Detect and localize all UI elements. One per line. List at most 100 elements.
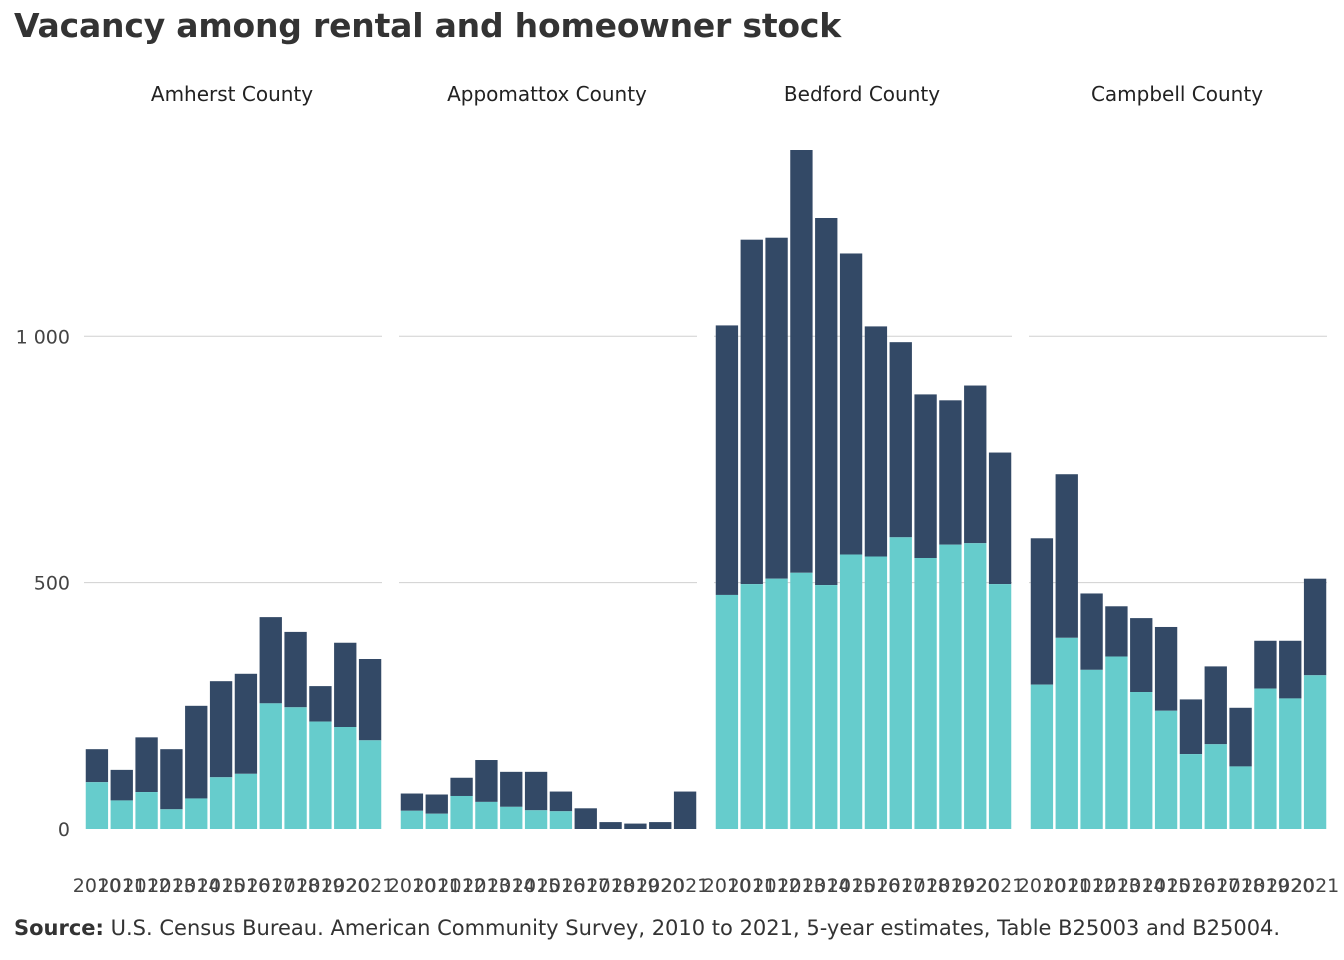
x-tick-label: 2018 [271,875,319,897]
bar-lower-segment [715,594,739,829]
bar-upper-segment [549,791,573,812]
bar-upper-segment [1055,474,1078,638]
bar-lower-segment [740,584,763,829]
x-tick-label: 2016 [1167,875,1215,897]
bar-lower-segment [425,813,448,829]
bar-lower-segment [839,554,863,829]
panel-title: Appomattox County [447,82,647,106]
source-note: Source: U.S. Census Bureau. American Com… [14,916,1280,940]
bar-upper-segment [1279,640,1302,699]
bar-lower-segment [1254,688,1277,829]
bar-lower-segment [450,795,473,829]
bar-upper-segment [964,385,987,544]
x-tick-label: 2015 [512,875,560,897]
bar-upper-segment [815,217,838,586]
bar-lower-segment [309,721,332,829]
x-tick-label: 2012 [1067,875,1115,897]
bar-lower-segment [815,585,838,829]
bar-upper-segment [160,749,183,810]
x-tick-label: 2018 [1216,875,1264,897]
bar-lower-segment [889,537,912,829]
x-tick-label: 2012 [122,875,170,897]
x-tick-label: 2020 [636,875,684,897]
x-tick-label: 2020 [951,875,999,897]
bar-upper-segment [1130,618,1153,693]
bar-lower-segment [209,777,233,829]
x-tick-label: 2020 [321,875,369,897]
bar-upper-segment [400,793,424,811]
bar-upper-segment [765,237,788,579]
bar-upper-segment [864,326,888,557]
panel-title: Bedford County [784,82,940,106]
source-text: U.S. Census Bureau. American Community S… [110,916,1281,940]
bar-lower-segment [524,810,548,829]
bar-lower-segment [864,556,888,829]
bar-lower-segment [790,572,813,829]
bar-lower-segment [1055,637,1078,829]
x-tick-label: 2019 [926,875,974,897]
bar-lower-segment [284,707,307,829]
x-tick-label: 2015 [197,875,245,897]
x-tick-label: 2011 [413,875,461,897]
x-tick-label: 2011 [1043,875,1091,897]
bar-lower-segment [185,798,208,829]
bar-lower-segment [1030,684,1054,829]
bar-lower-segment [1303,675,1327,829]
chart-title: Vacancy among rental and homeowner stock [14,6,842,45]
bar-upper-segment [649,822,672,829]
bar-upper-segment [425,794,448,814]
bar-lower-segment [358,740,382,829]
x-tick-label: 2013 [462,875,510,897]
y-tick-label: 1 000 [16,326,70,348]
bar-upper-segment [599,822,622,829]
x-tick-label: 2012 [437,875,485,897]
bar-upper-segment [624,823,647,829]
bar-lower-segment [549,811,573,829]
x-tick-label: 2021 [976,875,1024,897]
bar-upper-segment [839,253,863,555]
bar-lower-segment [500,806,523,829]
bar-upper-segment [914,394,937,558]
bar-lower-segment [400,810,424,829]
bar-upper-segment [110,769,133,801]
x-tick-label: 2016 [852,875,900,897]
bar-upper-segment [1204,666,1227,745]
x-tick-label: 2014 [802,875,850,897]
x-tick-label: 2021 [1291,875,1339,897]
x-tick-label: 2014 [172,875,220,897]
bar-lower-segment [85,782,109,829]
x-tick-label: 2010 [388,875,436,897]
bar-upper-segment [988,452,1012,585]
x-tick-label: 2014 [1117,875,1165,897]
x-tick-label: 2019 [296,875,344,897]
x-tick-label: 2014 [487,875,535,897]
bar-upper-segment [939,400,962,545]
x-tick-label: 2013 [777,875,825,897]
bar-upper-segment [715,325,739,595]
bar-upper-segment [1030,538,1054,685]
panel-title: Campbell County [1091,82,1263,106]
bar-lower-segment [110,800,133,829]
bar-upper-segment [334,642,357,728]
x-tick-label: 2018 [901,875,949,897]
x-tick-label: 2012 [752,875,800,897]
x-tick-label: 2011 [98,875,146,897]
bar-upper-segment [358,659,382,741]
bar-lower-segment [1080,669,1103,829]
x-tick-label: 2016 [537,875,585,897]
bar-lower-segment [1154,710,1178,829]
x-tick-label: 2021 [346,875,394,897]
bar-lower-segment [135,792,158,829]
bar-upper-segment [524,771,548,811]
x-tick-label: 2010 [703,875,751,897]
bar-upper-segment [1179,699,1203,755]
x-tick-label: 2019 [1241,875,1289,897]
bar-upper-segment [1154,626,1178,711]
bar-lower-segment [988,584,1012,829]
bar-upper-segment [450,777,473,796]
bar-upper-segment [673,791,697,829]
x-tick-label: 2010 [1018,875,1066,897]
bar-upper-segment [185,705,208,799]
x-tick-label: 2017 [1192,875,1240,897]
